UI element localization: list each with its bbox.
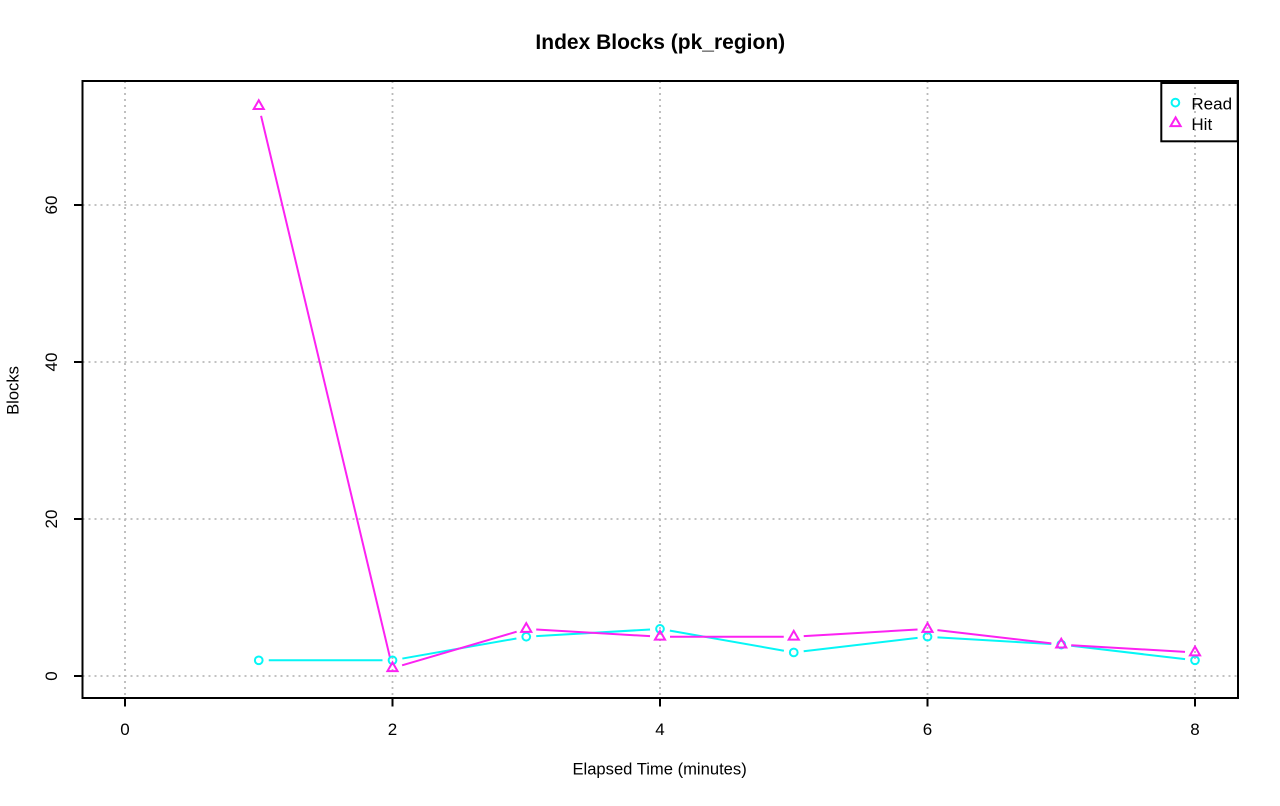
svg-text:Index Blocks (pk_region): Index Blocks (pk_region) [535, 31, 785, 54]
svg-text:40: 40 [42, 353, 61, 372]
svg-text:Hit: Hit [1191, 115, 1212, 134]
svg-text:60: 60 [42, 196, 61, 215]
svg-text:0: 0 [42, 671, 61, 680]
svg-text:Read: Read [1191, 95, 1232, 114]
svg-text:20: 20 [42, 510, 61, 529]
svg-text:0: 0 [120, 720, 129, 739]
svg-text:Blocks: Blocks [3, 366, 22, 415]
svg-text:Elapsed Time (minutes): Elapsed Time (minutes) [572, 759, 746, 778]
svg-text:8: 8 [1190, 720, 1199, 739]
svg-text:2: 2 [388, 720, 397, 739]
svg-text:4: 4 [655, 720, 664, 739]
svg-text:6: 6 [923, 720, 932, 739]
